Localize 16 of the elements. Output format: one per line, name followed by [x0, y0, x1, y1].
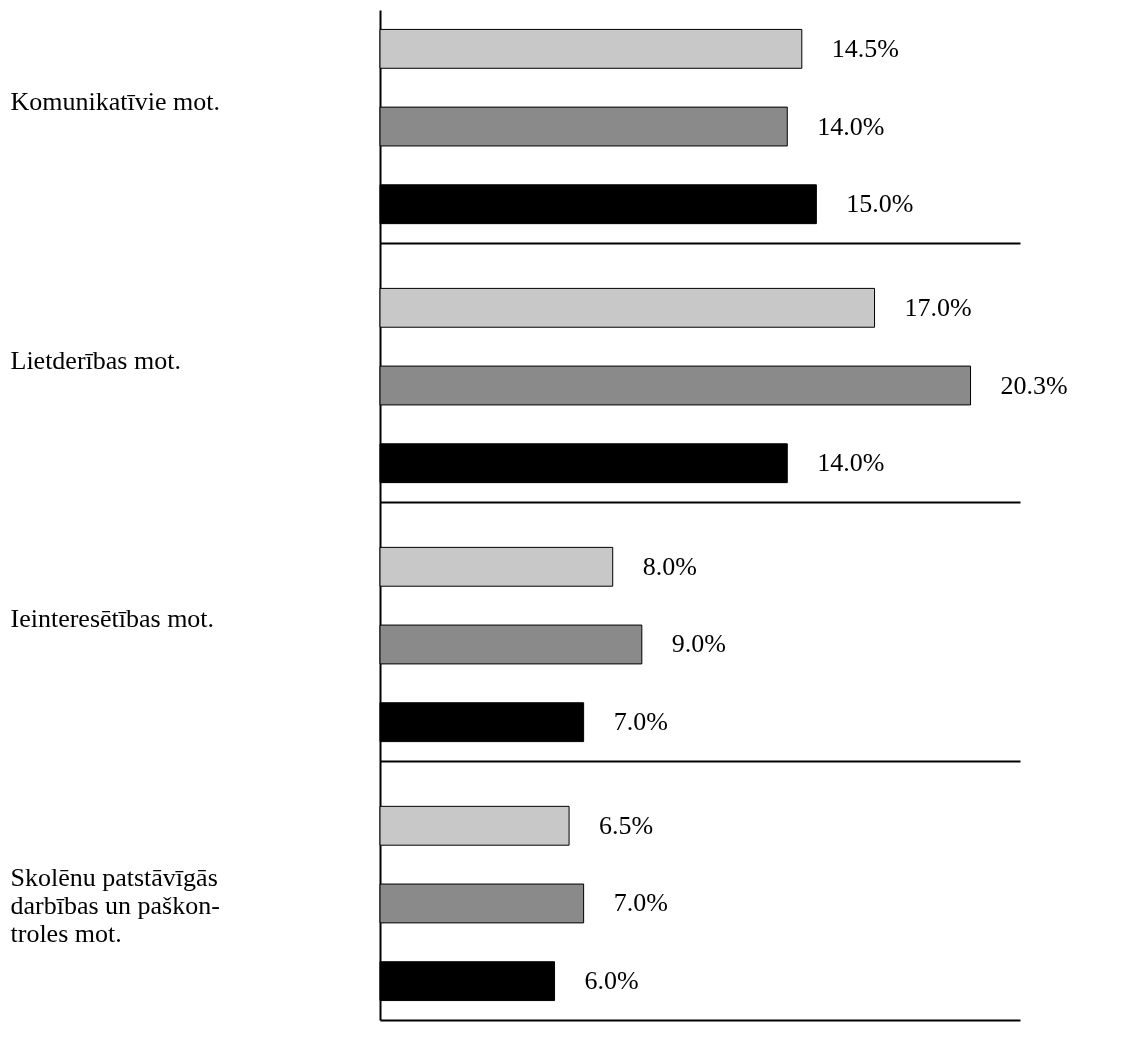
- y-tick-label: Komunikatīvie mot.: [10, 86, 220, 116]
- data-label: 14.0%: [817, 448, 885, 478]
- y-tick-label: Skolēnu patstāvīgās darbības un paškon- troles mot.: [10, 863, 220, 949]
- data-label: 15.0%: [846, 189, 914, 219]
- data-label: 20.3%: [1000, 370, 1068, 400]
- data-label: 14.0%: [817, 111, 885, 141]
- data-label: 6.5%: [599, 810, 654, 840]
- data-label: 8.0%: [642, 551, 697, 581]
- data-label: 7.0%: [613, 707, 668, 737]
- data-label: 9.0%: [671, 629, 726, 659]
- data-label: 14.5%: [831, 33, 899, 63]
- data-label: 7.0%: [613, 888, 668, 918]
- data-label: 6.0%: [584, 966, 639, 996]
- y-tick-label: Ieinteresētības mot.: [10, 604, 215, 634]
- y-tick-label: Lietderības mot.: [10, 345, 181, 375]
- data-label: 17.0%: [904, 292, 972, 322]
